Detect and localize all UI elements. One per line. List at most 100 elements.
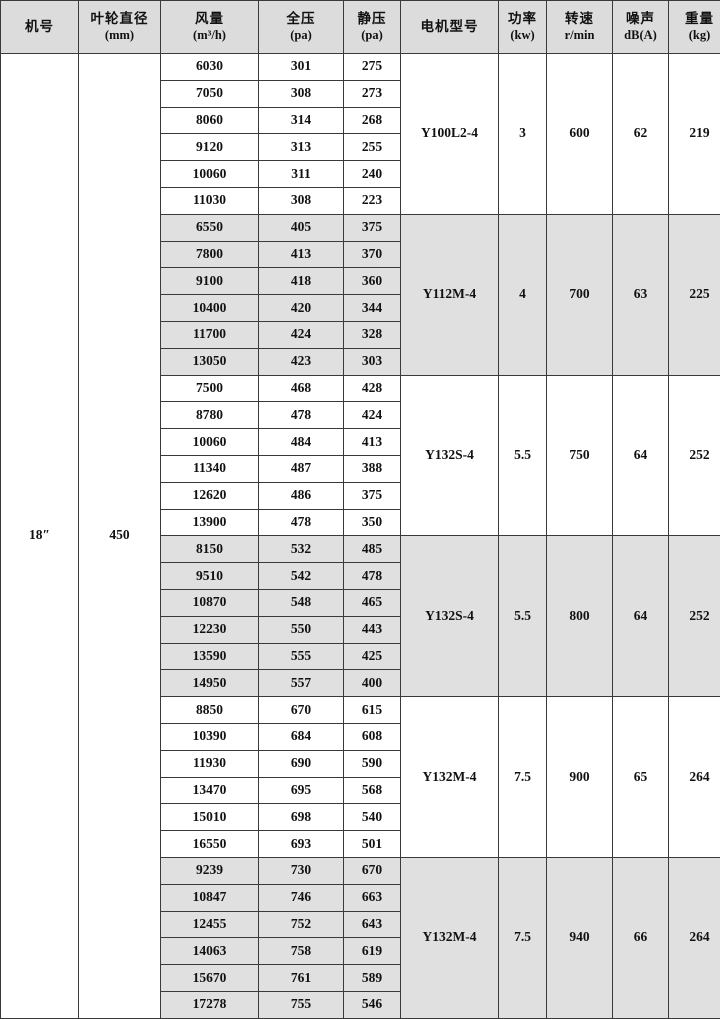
total-pressure-value: 484 [259, 429, 344, 456]
airflow-value: 12455 [161, 911, 259, 938]
airflow-value: 10060 [161, 161, 259, 188]
total-pressure-value: 755 [259, 991, 344, 1018]
static-pressure-value: 568 [344, 777, 401, 804]
total-pressure-value: 752 [259, 911, 344, 938]
total-pressure-value: 670 [259, 697, 344, 724]
airflow-value: 10390 [161, 723, 259, 750]
column-header-fan-model: 机号 [1, 1, 79, 54]
static-pressure-value: 589 [344, 965, 401, 992]
total-pressure-value: 698 [259, 804, 344, 831]
power-value: 7.5 [499, 697, 547, 858]
static-pressure-value: 344 [344, 295, 401, 322]
static-pressure-value: 465 [344, 589, 401, 616]
motor-model-value: Y132S-4 [401, 536, 499, 697]
total-pressure-value: 308 [259, 80, 344, 107]
airflow-value: 9239 [161, 857, 259, 884]
static-pressure-value: 375 [344, 482, 401, 509]
total-pressure-value: 548 [259, 589, 344, 616]
total-pressure-value: 478 [259, 402, 344, 429]
speed-value: 800 [547, 536, 613, 697]
total-pressure-value: 468 [259, 375, 344, 402]
total-pressure-value: 555 [259, 643, 344, 670]
static-pressure-value: 670 [344, 857, 401, 884]
total-pressure-value: 413 [259, 241, 344, 268]
airflow-value: 17278 [161, 991, 259, 1018]
static-pressure-value: 360 [344, 268, 401, 295]
static-pressure-value: 413 [344, 429, 401, 456]
column-header-impeller-diameter: 叶轮直径 (mm) [79, 1, 161, 54]
static-pressure-value: 546 [344, 991, 401, 1018]
column-header-static-pressure: 静压 (pa) [344, 1, 401, 54]
noise-value: 63 [613, 214, 669, 375]
column-header-noise: 噪声 dB(A) [613, 1, 669, 54]
power-value: 4 [499, 214, 547, 375]
airflow-value: 9100 [161, 268, 259, 295]
airflow-value: 14063 [161, 938, 259, 965]
total-pressure-value: 308 [259, 187, 344, 214]
airflow-value: 9120 [161, 134, 259, 161]
static-pressure-value: 328 [344, 321, 401, 348]
static-pressure-value: 400 [344, 670, 401, 697]
static-pressure-value: 428 [344, 375, 401, 402]
airflow-value: 10060 [161, 429, 259, 456]
total-pressure-value: 730 [259, 857, 344, 884]
weight-value: 252 [669, 375, 720, 536]
speed-value: 700 [547, 214, 613, 375]
airflow-value: 8780 [161, 402, 259, 429]
airflow-value: 8850 [161, 697, 259, 724]
column-header-airflow: 风量 (m³/h) [161, 1, 259, 54]
static-pressure-value: 388 [344, 455, 401, 482]
static-pressure-value: 590 [344, 750, 401, 777]
column-header-weight: 重量 (kg) [669, 1, 720, 54]
total-pressure-value: 311 [259, 161, 344, 188]
motor-model-value: Y112M-4 [401, 214, 499, 375]
motor-model-value: Y132M-4 [401, 697, 499, 858]
airflow-value: 7800 [161, 241, 259, 268]
power-value: 5.5 [499, 375, 547, 536]
total-pressure-value: 746 [259, 884, 344, 911]
power-value: 3 [499, 54, 547, 215]
airflow-value: 10870 [161, 589, 259, 616]
weight-value: 225 [669, 214, 720, 375]
static-pressure-value: 370 [344, 241, 401, 268]
airflow-value: 7050 [161, 80, 259, 107]
weight-value: 252 [669, 536, 720, 697]
total-pressure-value: 301 [259, 54, 344, 81]
static-pressure-value: 478 [344, 563, 401, 590]
total-pressure-value: 532 [259, 536, 344, 563]
total-pressure-value: 761 [259, 965, 344, 992]
airflow-value: 15670 [161, 965, 259, 992]
total-pressure-value: 314 [259, 107, 344, 134]
noise-value: 64 [613, 375, 669, 536]
table-header: 机号 叶轮直径 (mm) 风量 (m³/h) 全压 (pa) 静压 (pa) 电… [1, 1, 720, 54]
static-pressure-value: 303 [344, 348, 401, 375]
airflow-value: 9510 [161, 563, 259, 590]
static-pressure-value: 619 [344, 938, 401, 965]
airflow-value: 8150 [161, 536, 259, 563]
weight-value: 219 [669, 54, 720, 215]
airflow-value: 10400 [161, 295, 259, 322]
noise-value: 64 [613, 536, 669, 697]
speed-value: 600 [547, 54, 613, 215]
total-pressure-value: 486 [259, 482, 344, 509]
total-pressure-value: 405 [259, 214, 344, 241]
airflow-value: 13900 [161, 509, 259, 536]
airflow-value: 16550 [161, 831, 259, 858]
static-pressure-value: 540 [344, 804, 401, 831]
airflow-value: 13470 [161, 777, 259, 804]
static-pressure-value: 273 [344, 80, 401, 107]
static-pressure-value: 275 [344, 54, 401, 81]
total-pressure-value: 684 [259, 723, 344, 750]
total-pressure-value: 695 [259, 777, 344, 804]
speed-value: 750 [547, 375, 613, 536]
static-pressure-value: 268 [344, 107, 401, 134]
airflow-value: 12620 [161, 482, 259, 509]
static-pressure-value: 443 [344, 616, 401, 643]
total-pressure-value: 557 [259, 670, 344, 697]
speed-value: 940 [547, 857, 613, 1018]
static-pressure-value: 615 [344, 697, 401, 724]
airflow-value: 14950 [161, 670, 259, 697]
total-pressure-value: 420 [259, 295, 344, 322]
